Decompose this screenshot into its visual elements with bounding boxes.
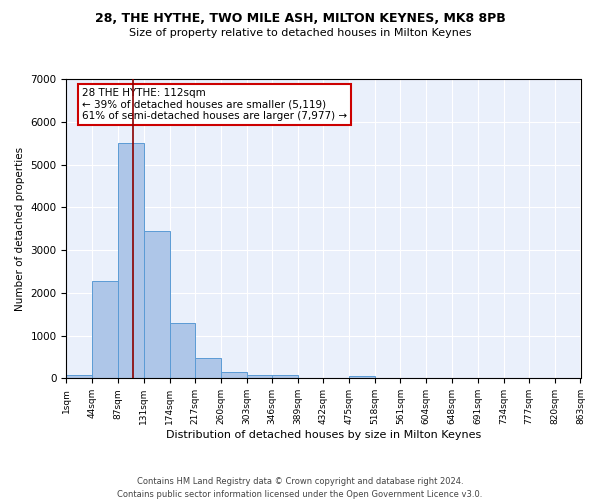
Text: 28, THE HYTHE, TWO MILE ASH, MILTON KEYNES, MK8 8PB: 28, THE HYTHE, TWO MILE ASH, MILTON KEYN… <box>95 12 505 26</box>
Text: Size of property relative to detached houses in Milton Keynes: Size of property relative to detached ho… <box>129 28 471 38</box>
Text: Contains HM Land Registry data © Crown copyright and database right 2024.: Contains HM Land Registry data © Crown c… <box>137 478 463 486</box>
Bar <box>170 323 195 378</box>
Bar <box>67 376 92 378</box>
Y-axis label: Number of detached properties: Number of detached properties <box>15 146 25 310</box>
Bar <box>221 372 247 378</box>
Bar <box>195 358 221 378</box>
Bar <box>272 376 298 378</box>
Bar <box>118 143 144 378</box>
Bar <box>247 375 272 378</box>
Text: Contains public sector information licensed under the Open Government Licence v3: Contains public sector information licen… <box>118 490 482 499</box>
Bar <box>144 231 170 378</box>
X-axis label: Distribution of detached houses by size in Milton Keynes: Distribution of detached houses by size … <box>166 430 481 440</box>
Bar <box>349 376 375 378</box>
Text: 28 THE HYTHE: 112sqm
← 39% of detached houses are smaller (5,119)
61% of semi-de: 28 THE HYTHE: 112sqm ← 39% of detached h… <box>82 88 347 121</box>
Bar <box>92 282 118 378</box>
